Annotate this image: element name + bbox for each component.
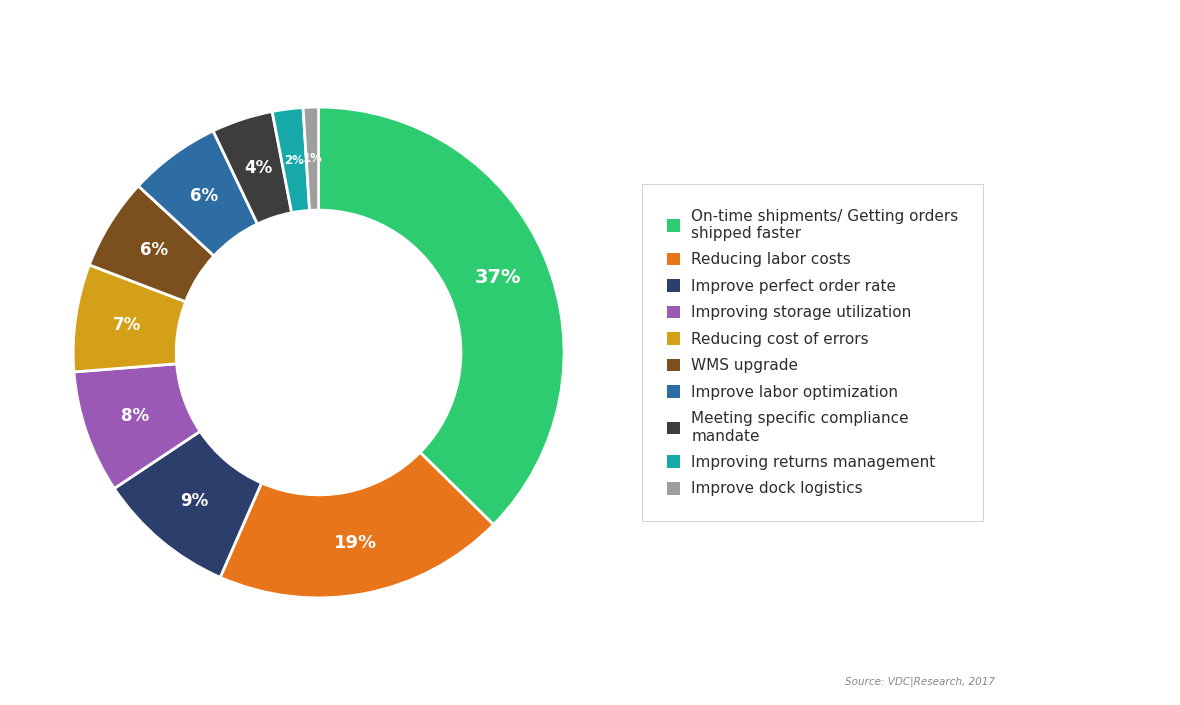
Text: Source: VDC|Research, 2017: Source: VDC|Research, 2017 — [845, 677, 996, 687]
Wedge shape — [73, 265, 185, 372]
Text: 4%: 4% — [244, 159, 273, 177]
Wedge shape — [303, 107, 319, 210]
Text: 8%: 8% — [122, 407, 150, 425]
Text: 2%: 2% — [284, 154, 304, 166]
Legend: On-time shipments/ Getting orders
shipped faster, Reducing labor costs, Improve : On-time shipments/ Getting orders shippe… — [650, 192, 975, 513]
Wedge shape — [138, 131, 257, 256]
Wedge shape — [90, 186, 214, 302]
Text: 7%: 7% — [112, 316, 140, 334]
Wedge shape — [214, 111, 291, 224]
Text: 1%: 1% — [302, 152, 322, 165]
Text: 9%: 9% — [179, 492, 208, 510]
Text: 19%: 19% — [334, 534, 376, 552]
Wedge shape — [221, 453, 493, 598]
Wedge shape — [319, 107, 564, 525]
Wedge shape — [114, 431, 262, 577]
Wedge shape — [273, 108, 309, 213]
Wedge shape — [74, 364, 201, 489]
Text: 6%: 6% — [190, 188, 217, 205]
Text: 6%: 6% — [139, 241, 168, 259]
Text: 37%: 37% — [474, 268, 520, 287]
